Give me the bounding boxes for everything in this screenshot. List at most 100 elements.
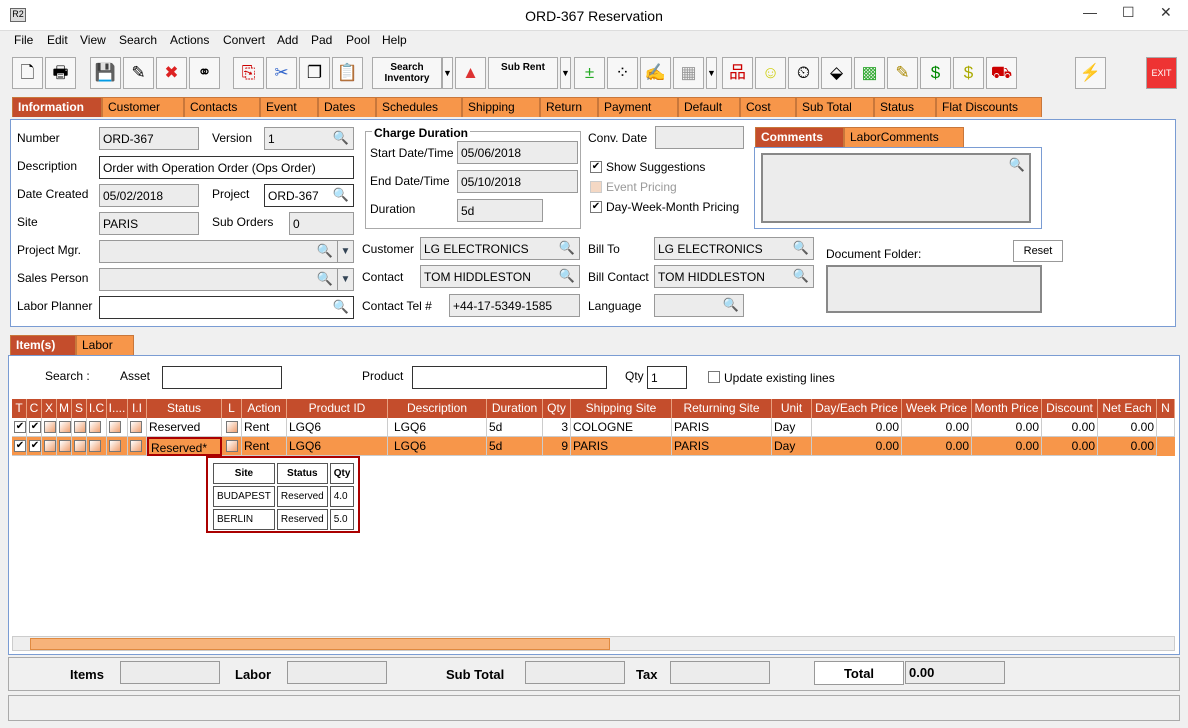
project-field[interactable]: ORD-367 🔍 [264, 184, 354, 207]
description-cell[interactable]: LGQ6 [388, 418, 487, 437]
status-cell[interactable]: Reserved [147, 418, 222, 437]
add-remove-button[interactable]: ± [574, 57, 605, 89]
org-chart-button[interactable]: 品 [722, 57, 753, 89]
save-button[interactable]: 💾 [90, 57, 121, 89]
comments-textarea[interactable]: 🔍 [761, 153, 1031, 223]
number-field[interactable]: ORD-367 [99, 127, 199, 150]
month-cell[interactable]: 0.00 [972, 437, 1042, 456]
sub-orders-field[interactable]: 0 [289, 212, 354, 235]
day-cell[interactable]: 0.00 [812, 437, 902, 456]
tab-contacts[interactable]: Contacts [184, 97, 260, 117]
column-header[interactable]: Net Each [1098, 399, 1157, 418]
tab-information[interactable]: Information [12, 97, 102, 117]
search-lookup-icon[interactable]: 🔍 [1008, 157, 1025, 172]
sub-rent-button[interactable]: Sub Rent [488, 57, 558, 89]
column-header[interactable]: Returning Site [672, 399, 772, 418]
scrollbar-thumb[interactable] [30, 638, 610, 650]
search-lookup-icon[interactable]: 🔍 [316, 271, 333, 286]
tab-items[interactable]: Item(s) [10, 335, 76, 355]
lightning-button[interactable]: ⚡ [1075, 57, 1106, 89]
copy-button[interactable]: ❐ [299, 57, 330, 89]
row-flag-checkbox[interactable] [74, 421, 86, 433]
tab-cost[interactable]: Cost [740, 97, 796, 117]
week-cell[interactable]: 0.00 [902, 437, 972, 456]
balls-button[interactable]: ⁘ [607, 57, 638, 89]
l-checkbox[interactable] [226, 421, 238, 433]
column-header[interactable]: Duration [487, 399, 543, 418]
menu-add[interactable]: Add [277, 33, 299, 47]
column-header[interactable]: Day/Each Price [812, 399, 902, 418]
show-suggestions-checkbox[interactable]: ✔ [590, 161, 602, 173]
column-header[interactable]: T [12, 399, 27, 418]
payment-button[interactable]: $ [920, 57, 951, 89]
column-header[interactable]: M [57, 399, 72, 418]
discount-cell[interactable]: 0.00 [1042, 418, 1098, 437]
sales-person-select[interactable]: 🔍 ▼ [99, 268, 354, 291]
contact-field[interactable]: TOM HIDDLESTON 🔍 [420, 265, 580, 288]
action-cell[interactable]: Rent [242, 437, 287, 456]
shipping-cell[interactable]: PARIS [571, 437, 672, 456]
toolbar-dropdown-arrow-icon[interactable]: ▼ [560, 57, 571, 89]
end-date-field[interactable]: 05/10/2018 [457, 170, 578, 193]
returning-cell[interactable]: PARIS [672, 418, 772, 437]
row-flag-checkbox[interactable] [59, 421, 71, 433]
eraser-button[interactable]: ⬙ [821, 57, 852, 89]
labor-planner-field[interactable]: 🔍 [99, 296, 354, 319]
duration-cell[interactable]: 5d [487, 418, 543, 437]
column-header[interactable]: N [1157, 399, 1175, 418]
shipping-cell[interactable]: COLOGNE [571, 418, 672, 437]
inventory-blocks-button[interactable]: ▩ [854, 57, 885, 89]
l-checkbox[interactable] [226, 440, 238, 452]
row-flag-checkbox[interactable] [109, 421, 121, 433]
menu-help[interactable]: Help [382, 33, 407, 47]
search-lookup-icon[interactable]: 🔍 [558, 240, 575, 255]
notepad-button[interactable]: ✎ [887, 57, 918, 89]
schedule-button[interactable]: ⏲ [788, 57, 819, 89]
start-date-field[interactable]: 05/06/2018 [457, 141, 578, 164]
menu-convert[interactable]: Convert [223, 33, 266, 47]
net-cell[interactable]: 0.00 [1098, 418, 1157, 437]
row-flag-checkbox[interactable] [44, 421, 56, 433]
qty-cell[interactable]: 9 [543, 437, 571, 456]
smiley-button[interactable]: ☺ [755, 57, 786, 89]
toolbar-dropdown-arrow-icon[interactable]: ▼ [442, 57, 453, 89]
search-lookup-icon[interactable]: 🔍 [316, 243, 333, 258]
search-lookup-icon[interactable]: 🔍 [792, 268, 809, 283]
product-search-input[interactable] [412, 366, 607, 389]
search-lookup-icon[interactable]: 🔍 [332, 130, 349, 145]
tab-dates[interactable]: Dates [318, 97, 376, 117]
row-flag-checkbox[interactable] [59, 440, 71, 452]
tab-customer[interactable]: Customer [102, 97, 184, 117]
tab-labor-comments[interactable]: LaborComments [844, 127, 964, 147]
search-lookup-icon[interactable]: 🔍 [332, 187, 349, 202]
close-button[interactable]: ✕ [1160, 4, 1172, 20]
column-header[interactable]: X [42, 399, 57, 418]
language-field[interactable]: 🔍 [654, 294, 744, 317]
row-flag-checkbox[interactable] [44, 440, 56, 452]
unit-cell[interactable]: Day [772, 418, 812, 437]
search-lookup-icon[interactable]: 🔍 [332, 299, 349, 314]
duration-field[interactable]: 5d [457, 199, 543, 222]
minimize-button[interactable]: — [1083, 4, 1097, 20]
bill-contact-field[interactable]: TOM HIDDLESTON 🔍 [654, 265, 814, 288]
column-header[interactable]: Status [147, 399, 222, 418]
tab-comments[interactable]: Comments [755, 127, 844, 147]
row-flag-checkbox[interactable] [130, 440, 142, 452]
column-header[interactable]: Month Price [972, 399, 1042, 418]
tab-return[interactable]: Return [540, 97, 598, 117]
column-header[interactable]: Description [388, 399, 487, 418]
asset-search-input[interactable] [162, 366, 282, 389]
contact-tel-field[interactable]: +44-17-5349-1585 [449, 294, 580, 317]
tab-labor[interactable]: Labor [76, 335, 134, 355]
column-header[interactable]: Unit [772, 399, 812, 418]
menu-pad[interactable]: Pad [311, 33, 333, 47]
maximize-button[interactable]: ☐ [1122, 4, 1135, 20]
document-folder-field[interactable] [826, 265, 1042, 313]
dropdown-arrow-icon[interactable]: ▼ [337, 241, 353, 262]
month-cell[interactable]: 0.00 [972, 418, 1042, 437]
tab-default[interactable]: Default [678, 97, 740, 117]
description-cell[interactable]: LGQ6 [388, 437, 487, 456]
delete-button[interactable]: ✖ [156, 57, 187, 89]
tab-shipping[interactable]: Shipping [462, 97, 540, 117]
bill-to-field[interactable]: LG ELECTRONICS 🔍 [654, 237, 814, 260]
